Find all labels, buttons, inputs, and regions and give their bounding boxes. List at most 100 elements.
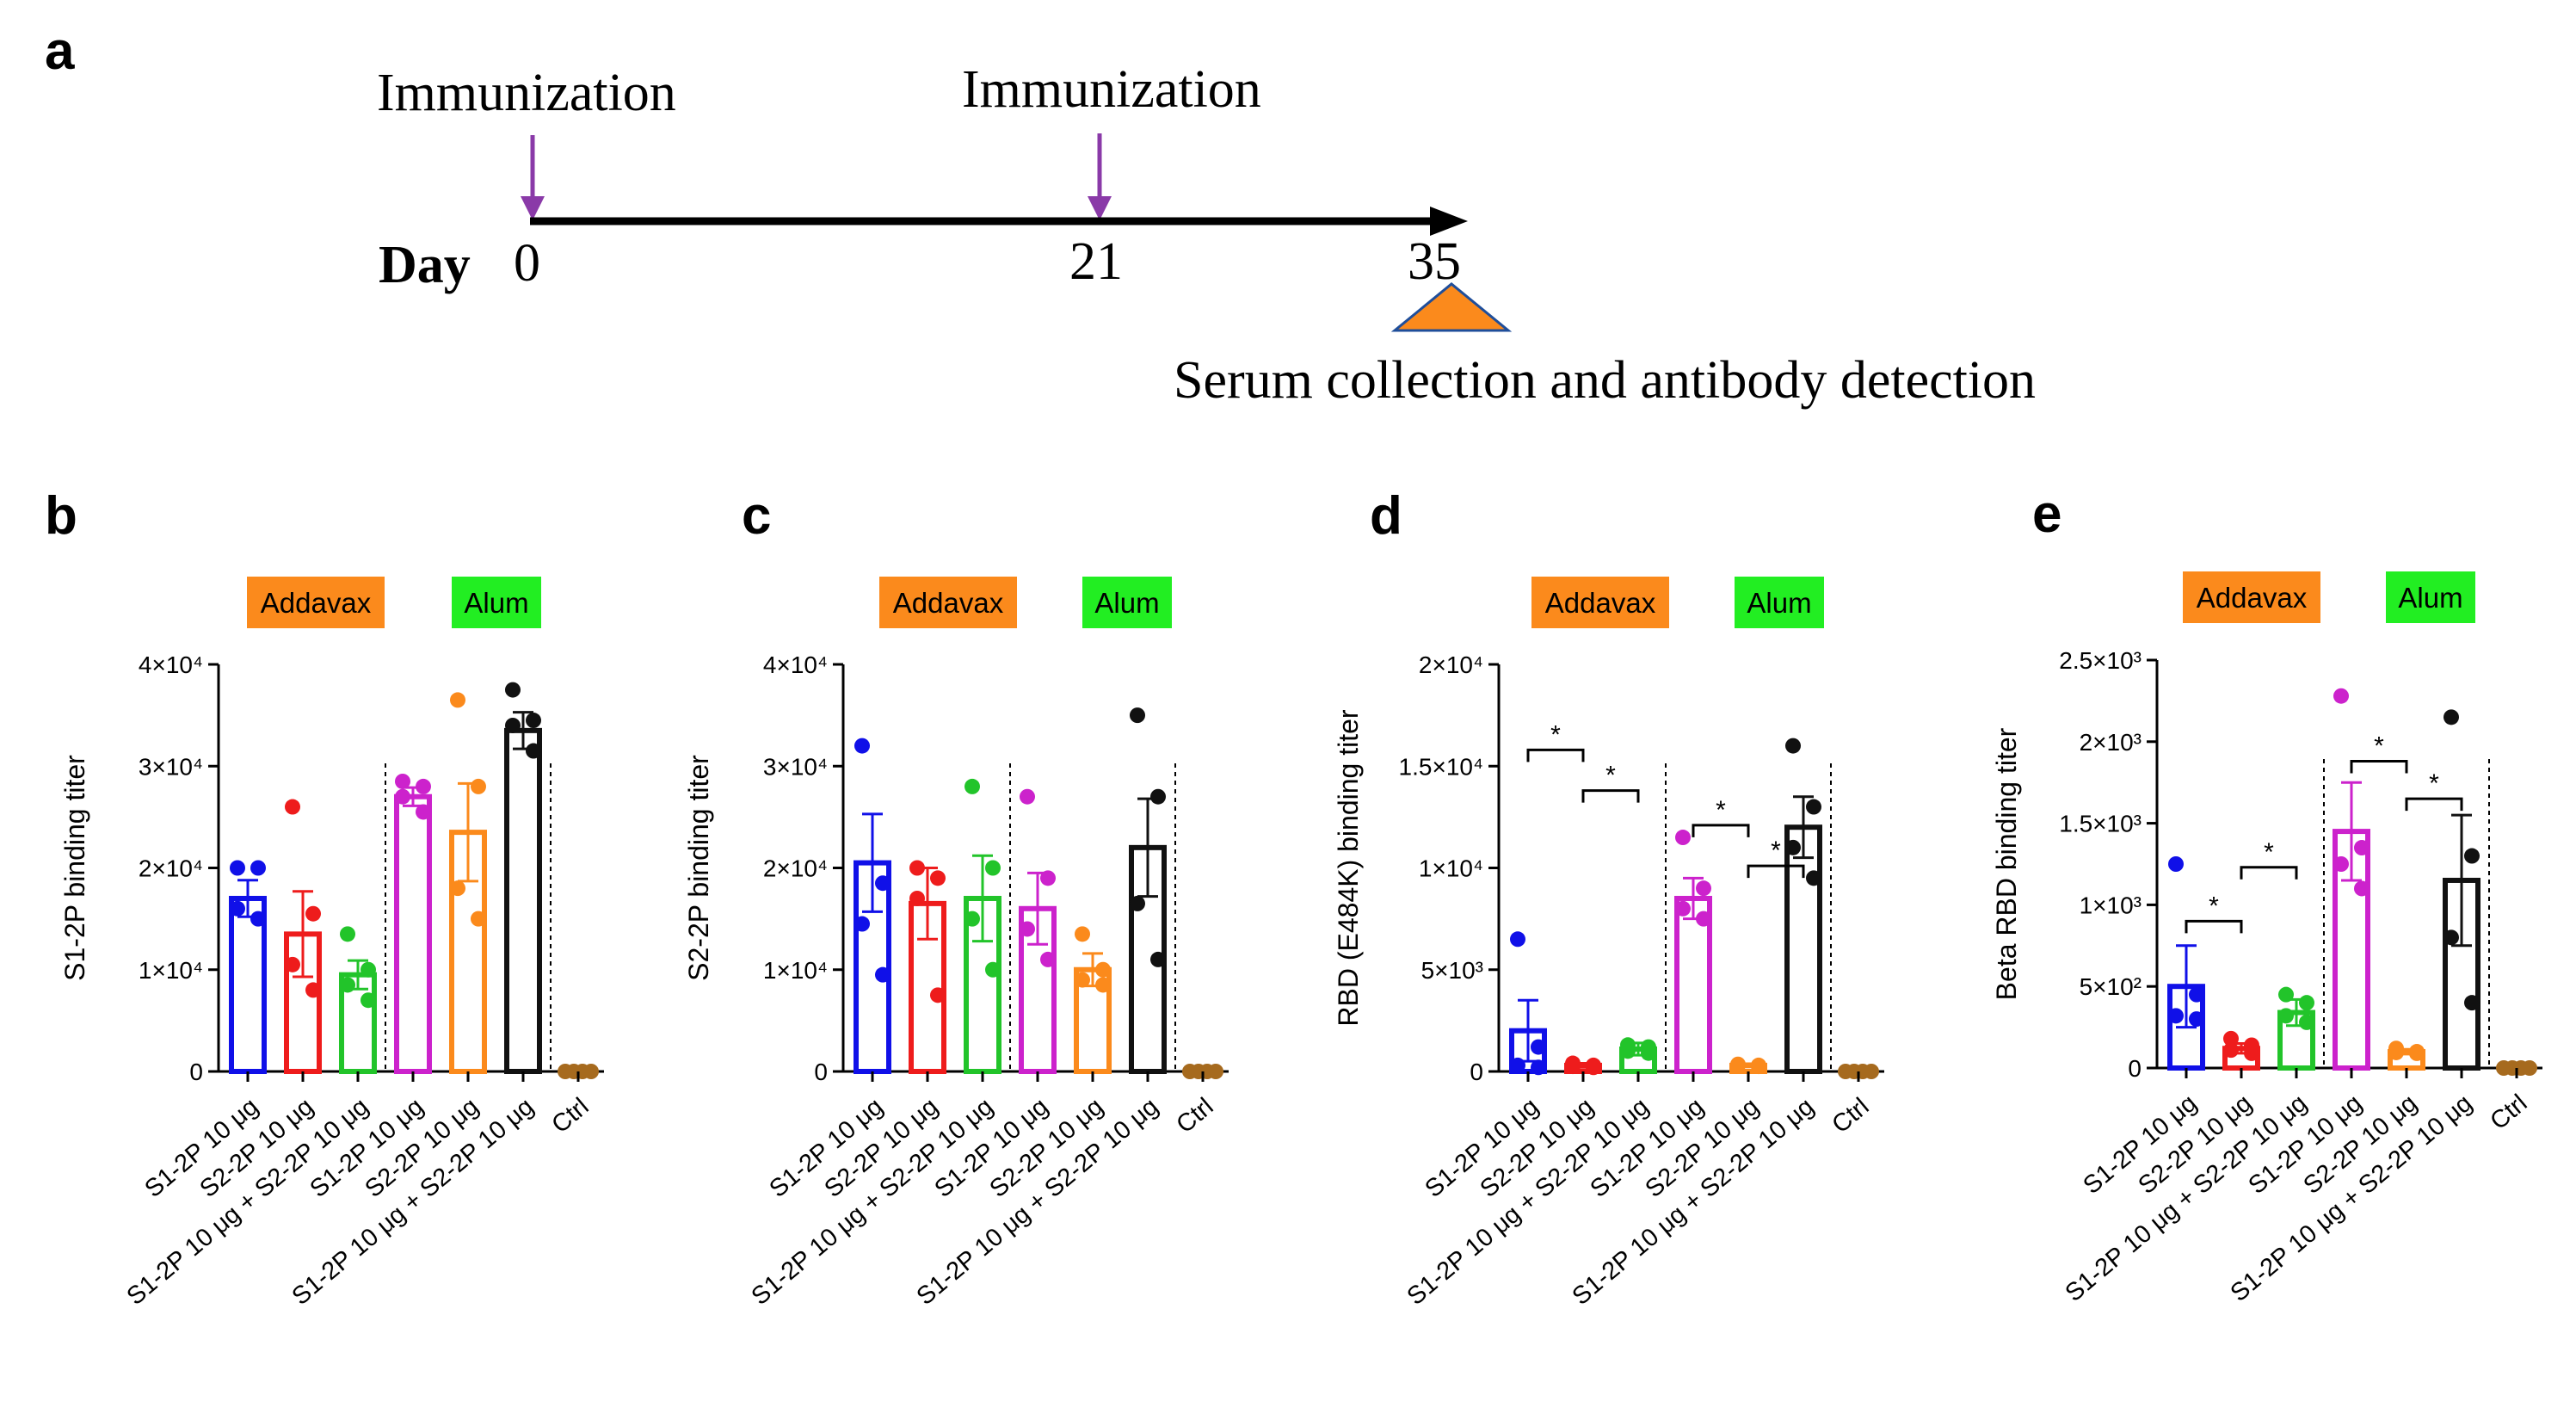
alum-tag-label: Alum <box>2398 582 2462 614</box>
data-point <box>1040 951 1056 967</box>
alum-tag-label: Alum <box>1094 587 1159 619</box>
data-point <box>2223 1042 2239 1059</box>
data-point <box>930 870 946 886</box>
significance-bracket-4: * <box>1747 837 1805 879</box>
data-point <box>450 880 465 897</box>
y-axis-title: RBD (E484K) binding titer <box>1333 709 1364 1027</box>
data-point <box>2278 986 2294 1003</box>
significance-bracket-2: * <box>1581 762 1640 803</box>
data-point <box>2464 848 2480 864</box>
data-point <box>1641 1045 1656 1061</box>
data-point <box>305 982 321 998</box>
bar-6 <box>1784 824 1822 1074</box>
data-point <box>985 860 1001 876</box>
serum-collection-label: Serum collection and antibody detection <box>1174 351 2036 410</box>
data-point <box>854 738 870 754</box>
data-point <box>964 911 980 927</box>
alum-tag: Alum <box>452 577 541 628</box>
data-point <box>395 773 410 789</box>
alum-tag-box <box>1082 577 1172 628</box>
addavax-tag-label: Addavax <box>2197 582 2308 614</box>
data-point <box>471 778 486 794</box>
addavax-tag-box <box>879 577 1017 628</box>
panel-letter-c: c <box>742 486 771 546</box>
data-point <box>1531 1039 1546 1055</box>
data-point <box>450 692 465 708</box>
bracket-line <box>2350 760 2408 774</box>
day-35-label: 35 <box>1408 232 1461 291</box>
data-point <box>1150 788 1166 805</box>
data-point <box>875 875 891 892</box>
data-point <box>1696 911 1711 927</box>
y-tick-label: 2×10⁴ <box>763 855 828 882</box>
bracket-line <box>1692 824 1750 837</box>
data-point <box>2168 856 2184 872</box>
data-point <box>964 778 980 794</box>
data-point <box>250 911 266 927</box>
data-point <box>2444 709 2459 725</box>
data-point <box>1806 870 1821 886</box>
data-point <box>2333 856 2349 872</box>
data-point <box>1075 926 1090 942</box>
data-point <box>1730 1057 1746 1073</box>
data-point <box>526 743 541 759</box>
bracket-line <box>2405 797 2463 812</box>
y-tick-label: 1×10³ <box>2080 892 2142 918</box>
data-point <box>1040 870 1056 886</box>
addavax-tag-box <box>1531 577 1669 628</box>
data-point <box>230 900 245 917</box>
panel-letter-e: e <box>2032 485 2061 544</box>
y-tick-label: 1×10⁴ <box>763 957 828 984</box>
panel-c: c Addavax Alum 0 1×10⁴ 2×10⁴ 3×10⁴ 4×10⁴ S2-2P b… <box>683 486 1229 1311</box>
alum-tag-box <box>1735 577 1824 628</box>
data-point <box>2223 1030 2239 1046</box>
alum-tag: Alum <box>1735 577 1824 628</box>
immunization-label-2: Immunization <box>962 60 1261 119</box>
alum-tag: Alum <box>1082 577 1172 628</box>
data-point <box>1620 1043 1636 1059</box>
bracket-line <box>1526 748 1585 762</box>
data-point <box>1785 839 1801 855</box>
data-point <box>1510 931 1525 948</box>
data-point <box>305 905 321 922</box>
data-point <box>340 977 355 993</box>
y-axis-title: S1-2P binding titer <box>59 755 90 981</box>
day-21-label: 21 <box>1069 232 1123 291</box>
addavax-tag-box <box>2183 571 2320 623</box>
data-point <box>1785 738 1801 754</box>
data-point <box>2409 1045 2425 1061</box>
significance-star: * <box>2209 892 2219 920</box>
y-tick-label: 0 <box>814 1059 828 1085</box>
data-point <box>1531 1059 1546 1076</box>
data-point <box>230 860 245 876</box>
data-point <box>2354 880 2370 897</box>
data-point <box>1130 707 1145 724</box>
panel-letter-d: d <box>1370 486 1402 546</box>
data-point <box>930 987 946 1003</box>
panel-a: a Immunization Immunization Day 0 21 35 … <box>45 22 2036 410</box>
y-tick-label: 1.5×10⁴ <box>1399 753 1483 780</box>
data-point <box>1020 921 1035 937</box>
bracket-line <box>1747 864 1805 879</box>
significance-star: * <box>2264 838 2274 867</box>
y-tick-label: 2.5×10³ <box>2059 647 2142 674</box>
alum-tag: Alum <box>2386 571 2475 623</box>
panel-b: b Addavax Alum 0 1×10⁴ 2×10⁴ 3×10⁴ 4×10⁴ S1-2P b… <box>45 486 604 1311</box>
addavax-tag: Addavax <box>247 577 385 628</box>
bracket-line <box>2185 919 2243 934</box>
y-axis-title: S2-2P binding titer <box>683 755 714 981</box>
data-point <box>1565 1059 1581 1075</box>
data-point <box>1075 972 1090 988</box>
bar-6 <box>504 727 542 1074</box>
significance-star: * <box>2374 732 2384 761</box>
addavax-tag-label: Addavax <box>1545 587 1656 619</box>
data-point <box>909 890 925 906</box>
y-tick-label: 2×10³ <box>2080 729 2142 756</box>
y-tick-label: 0 <box>1470 1059 1483 1085</box>
data-point <box>1020 788 1035 805</box>
x-tick-label-7: Ctrl <box>546 1093 594 1139</box>
alum-tag-box <box>2386 571 2475 623</box>
data-point <box>2168 1008 2184 1024</box>
data-point <box>361 992 376 1009</box>
y-tick-label: 1×10⁴ <box>1419 855 1483 882</box>
